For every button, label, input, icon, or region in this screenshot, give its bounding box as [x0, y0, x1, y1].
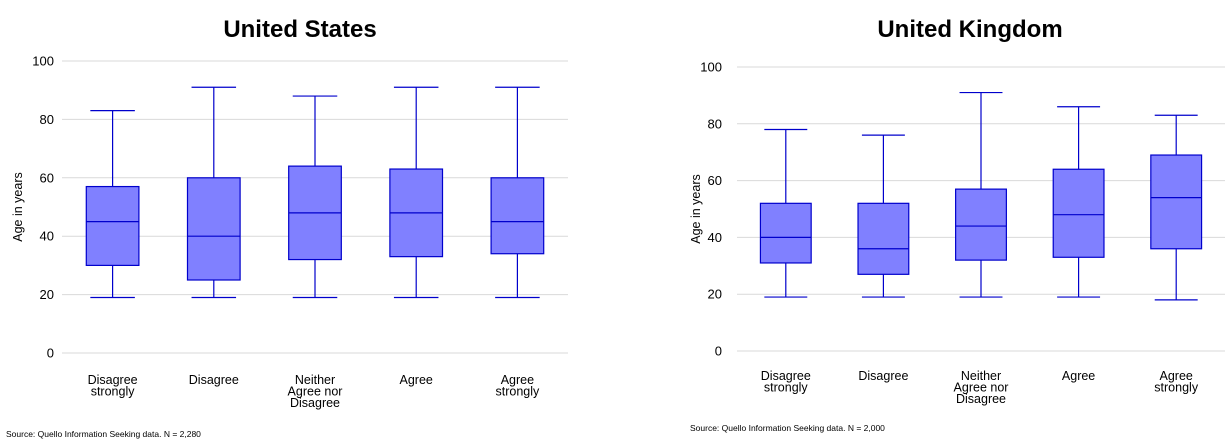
- y-axis-label: Age in years: [689, 174, 703, 243]
- y-tick-label: 0: [47, 346, 54, 361]
- x-category-label: Neither Agree nor Disagree: [288, 373, 343, 410]
- x-category-label-line: Neither: [295, 373, 335, 387]
- iqr-box: [857, 202, 910, 275]
- boxplot-chart-united-kingdom: United Kingdom Age in years Source: Quel…: [689, 16, 1225, 433]
- iqr-box: [1150, 154, 1203, 250]
- box-disagree-strongly: [85, 110, 140, 299]
- box-disagree: [186, 86, 241, 299]
- box-disagree: [857, 134, 910, 298]
- iqr-box: [1052, 168, 1105, 258]
- y-tick-label: 20: [40, 287, 54, 302]
- x-category-label: Agree: [1062, 369, 1095, 383]
- iqr-box: [490, 177, 545, 255]
- x-category-label: Disagree strongly: [88, 373, 138, 399]
- y-axis-label: Age in years: [11, 172, 25, 241]
- y-tick-label: 0: [715, 344, 722, 359]
- box-neither-agree-nor-disagree: [955, 91, 1007, 298]
- iqr-box: [955, 188, 1007, 261]
- y-tick-label: 20: [708, 287, 722, 302]
- x-category-label-line: strongly: [91, 385, 136, 399]
- y-tick-label: 40: [40, 229, 54, 244]
- x-category-label-line: Disagree: [189, 373, 239, 387]
- chart-title: United States: [223, 16, 376, 43]
- x-category-label: Disagree: [189, 373, 239, 387]
- box-agree: [1052, 106, 1105, 298]
- x-category-label-line: Agree nor: [288, 385, 343, 399]
- box-agree-strongly: [490, 86, 545, 299]
- y-tick-label: 80: [40, 112, 54, 127]
- iqr-box: [759, 202, 812, 264]
- x-category-label-line: strongly: [1154, 381, 1199, 395]
- x-category-label-line: strongly: [496, 385, 541, 399]
- x-category-label-line: Neither: [961, 369, 1001, 383]
- x-category-label-line: Agree: [1062, 369, 1095, 383]
- y-tick-label: 100: [32, 54, 54, 69]
- x-category-label-line: Disagree: [88, 373, 138, 387]
- box-agree-strongly: [1150, 114, 1203, 301]
- y-tick-label: 100: [700, 60, 722, 75]
- chart-panel-united-states: United States Age in years Source: Quell…: [0, 0, 600, 440]
- y-tick-label: 80: [708, 116, 722, 131]
- y-tick-label: 60: [708, 173, 722, 188]
- x-category-label-line: Disagree: [761, 369, 811, 383]
- x-category-label-line: Disagree: [956, 392, 1006, 406]
- boxplot-chart-united-states: United States Age in years Source: Quell…: [6, 16, 568, 439]
- x-category-label: Agree: [400, 373, 433, 387]
- y-tick-label: 40: [708, 230, 722, 245]
- chart-title: United Kingdom: [877, 16, 1062, 43]
- x-category-label-line: Agree: [1160, 369, 1193, 383]
- x-category-label-line: Disagree: [290, 396, 340, 410]
- x-category-label-line: Agree nor: [954, 381, 1009, 395]
- box-disagree-strongly: [759, 128, 812, 298]
- y-tick-label: 60: [40, 170, 54, 185]
- x-category-label: Disagree: [858, 369, 908, 383]
- x-category-label: Disagree strongly: [761, 369, 811, 395]
- source-note: Source: Quello Information Seeking data.…: [6, 429, 201, 439]
- x-category-label-line: Agree: [400, 373, 433, 387]
- iqr-box: [186, 177, 241, 281]
- x-category-label-line: strongly: [764, 381, 809, 395]
- x-category-label: Agree strongly: [496, 373, 541, 399]
- x-category-label-line: Disagree: [858, 369, 908, 383]
- box-agree: [389, 86, 444, 299]
- iqr-box: [85, 185, 140, 266]
- chart-panel-united-kingdom: United Kingdom Age in years Source: Quel…: [600, 0, 1225, 440]
- x-category-label: Agree strongly: [1154, 369, 1199, 395]
- source-note: Source: Quello Information Seeking data.…: [690, 423, 885, 433]
- x-category-label-line: Agree: [501, 373, 534, 387]
- box-neither-agree-nor-disagree: [288, 95, 342, 299]
- x-category-label: Neither Agree nor Disagree: [954, 369, 1009, 406]
